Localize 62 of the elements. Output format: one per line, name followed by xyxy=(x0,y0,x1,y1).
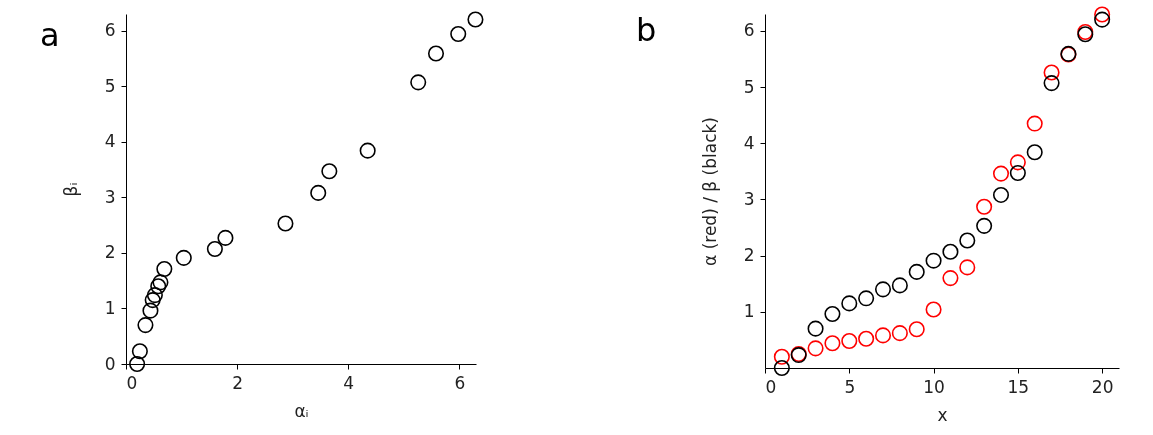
point xyxy=(773,359,790,377)
y-tick-label: 2 xyxy=(104,242,116,263)
point xyxy=(942,243,959,260)
y-tick-label: 6 xyxy=(104,20,116,41)
y-tick-label: 4 xyxy=(743,132,755,153)
y-axis-title: α (red) / β (black) xyxy=(699,117,720,266)
point xyxy=(824,306,841,323)
point xyxy=(959,232,976,249)
y-tick-label: 3 xyxy=(104,186,116,207)
x-tick-label: 2 xyxy=(232,372,244,393)
x-tick-label: 0 xyxy=(765,376,777,397)
point xyxy=(1043,75,1060,92)
point xyxy=(807,340,824,357)
point xyxy=(858,330,875,347)
point xyxy=(874,327,892,344)
chart-title: a xyxy=(40,16,60,55)
point xyxy=(925,252,942,269)
y-tick-label: 3 xyxy=(743,188,755,209)
point xyxy=(891,325,908,342)
point xyxy=(773,348,790,365)
x-tick-label: 5 xyxy=(844,376,856,397)
x-tick-label: 4 xyxy=(343,372,355,393)
point xyxy=(807,320,824,337)
chart-title: b xyxy=(636,11,657,50)
point xyxy=(1043,64,1060,81)
point xyxy=(858,290,875,307)
y-tick-label: 4 xyxy=(104,131,116,152)
point xyxy=(1026,115,1043,132)
y-tick-label: 1 xyxy=(743,301,755,322)
x-axis-title: x xyxy=(937,404,948,425)
x-tick-label: 10 xyxy=(923,376,945,397)
point xyxy=(841,333,858,350)
point xyxy=(874,281,892,298)
point xyxy=(1009,154,1026,171)
x-tick-label: 15 xyxy=(1007,376,1030,397)
y-tick-label: 0 xyxy=(104,353,116,374)
y-tick-label: 1 xyxy=(104,297,116,318)
point xyxy=(992,165,1010,182)
x-tick-label: 0 xyxy=(126,372,138,393)
point xyxy=(1026,144,1043,161)
point xyxy=(1094,11,1111,28)
point xyxy=(992,186,1010,203)
x-tick-label: 6 xyxy=(454,372,466,393)
y-tick-label: 2 xyxy=(743,245,755,266)
point xyxy=(1009,164,1026,182)
point xyxy=(908,321,925,338)
x-tick-label: 20 xyxy=(1091,376,1114,397)
point xyxy=(942,270,959,287)
point xyxy=(976,217,993,234)
point xyxy=(841,295,858,312)
point xyxy=(976,198,993,215)
point xyxy=(824,335,841,352)
y-axis-title: βᵢ xyxy=(60,182,81,197)
y-tick-label: 5 xyxy=(104,75,116,96)
point xyxy=(908,263,925,280)
y-tick-label: 5 xyxy=(743,76,755,97)
point xyxy=(925,301,942,318)
y-tick-label: 6 xyxy=(743,20,755,41)
point xyxy=(1094,6,1111,23)
point xyxy=(959,259,976,276)
point xyxy=(891,277,908,294)
x-axis-title: αᵢ xyxy=(294,400,309,421)
